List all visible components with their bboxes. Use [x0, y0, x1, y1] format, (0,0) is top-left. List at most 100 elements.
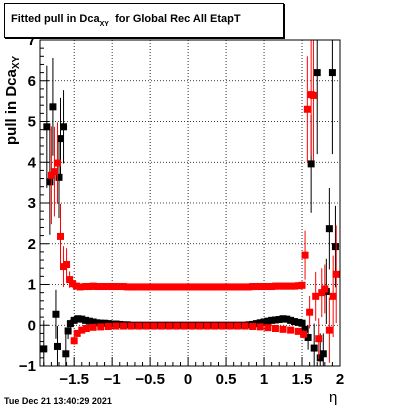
data-point: [188, 322, 196, 330]
timestamp: Tue Dec 21 13:40:29 2021: [4, 396, 112, 406]
data-point: [158, 322, 166, 330]
data-point: [150, 283, 158, 291]
data-point: [131, 283, 139, 291]
data-point: [108, 320, 116, 328]
data-point: [275, 316, 283, 324]
data-point: [279, 325, 287, 333]
data-point: [325, 326, 333, 334]
data-point: [135, 322, 143, 330]
data-point: [256, 323, 264, 331]
data-point: [158, 283, 166, 291]
data-point: [139, 321, 147, 329]
data-point: [135, 283, 143, 291]
data-point: [315, 335, 323, 343]
data-point: [199, 283, 207, 291]
data-point: [146, 321, 154, 329]
y-tick-label: 6: [28, 73, 36, 90]
data-point: [180, 322, 188, 330]
data-point: [313, 69, 321, 77]
data-point: [49, 103, 57, 111]
data-point: [207, 321, 215, 329]
data-point: [241, 283, 249, 291]
x-tick-label: −0.5: [135, 371, 165, 388]
data-point: [192, 283, 200, 291]
data-point: [46, 178, 54, 186]
axis-ticks: −1.5 −1 −0.5 0 0.5 1 1.5 2 −1 0 1 2 3 4 5 6 7: [19, 32, 344, 388]
data-point: [85, 283, 93, 291]
data-point: [271, 316, 279, 324]
data-point: [211, 322, 219, 330]
data-point: [287, 326, 295, 334]
data-point: [97, 323, 105, 331]
data-point: [252, 320, 260, 328]
data-point: [127, 283, 135, 291]
data-point: [275, 282, 283, 290]
data-point: [120, 322, 128, 330]
data-point: [298, 281, 306, 289]
data-point: [303, 105, 311, 113]
data-point: [82, 283, 90, 291]
data-point: [192, 321, 200, 329]
data-point: [70, 316, 78, 324]
data-point: [309, 91, 317, 99]
data-point: [150, 322, 158, 330]
data-point: [177, 321, 185, 329]
data-point: [97, 319, 105, 327]
data-point: [316, 354, 324, 362]
data-point: [173, 283, 181, 291]
data-point: [89, 318, 97, 326]
data-point: [307, 160, 315, 168]
data-point: [233, 283, 241, 291]
data-point: [154, 283, 162, 291]
data-point: [112, 322, 120, 330]
data-point: [290, 282, 298, 290]
y-tick-label: 1: [28, 277, 36, 294]
data-point: [237, 321, 245, 329]
data-point: [222, 321, 230, 329]
data-point: [222, 283, 230, 291]
y-tick-label: 4: [28, 154, 37, 171]
data-point: [195, 283, 203, 291]
data-point: [298, 319, 306, 327]
data-points: [40, 40, 340, 366]
data-point: [116, 283, 124, 291]
data-point: [279, 315, 287, 323]
data-point: [312, 292, 320, 300]
data-point: [57, 135, 65, 143]
data-point: [53, 159, 61, 167]
chart-title: Fitted pull in DcaXY for Global Rec All …: [11, 13, 241, 28]
x-tick-label: 1: [260, 371, 268, 388]
data-point: [60, 123, 68, 131]
data-point: [318, 289, 326, 297]
data-point: [319, 350, 327, 358]
data-point: [325, 225, 333, 233]
y-tick-label: −1: [19, 358, 36, 375]
x-tick-label: −1.5: [59, 371, 89, 388]
y-axis-label: pull in DcaXY: [3, 55, 22, 145]
data-point: [252, 283, 260, 291]
data-point: [283, 282, 291, 290]
data-point: [268, 316, 276, 324]
data-point: [249, 283, 257, 291]
data-point: [97, 283, 105, 291]
data-point: [226, 322, 234, 330]
data-point: [74, 315, 82, 323]
x-tick-label: 1.5: [292, 371, 313, 388]
data-point: [214, 321, 222, 329]
data-point: [146, 283, 154, 291]
data-point: [139, 283, 147, 291]
data-point: [290, 318, 298, 326]
data-point: [195, 322, 203, 330]
y-tick-label: 2: [28, 236, 36, 253]
data-point: [203, 283, 211, 291]
data-point: [63, 261, 71, 269]
data-point: [169, 321, 177, 329]
data-point: [260, 318, 268, 326]
data-point: [161, 321, 169, 329]
data-point: [161, 283, 169, 291]
data-point: [321, 285, 329, 293]
data-point: [256, 319, 264, 327]
data-point: [76, 283, 84, 291]
data-point: [104, 322, 112, 330]
